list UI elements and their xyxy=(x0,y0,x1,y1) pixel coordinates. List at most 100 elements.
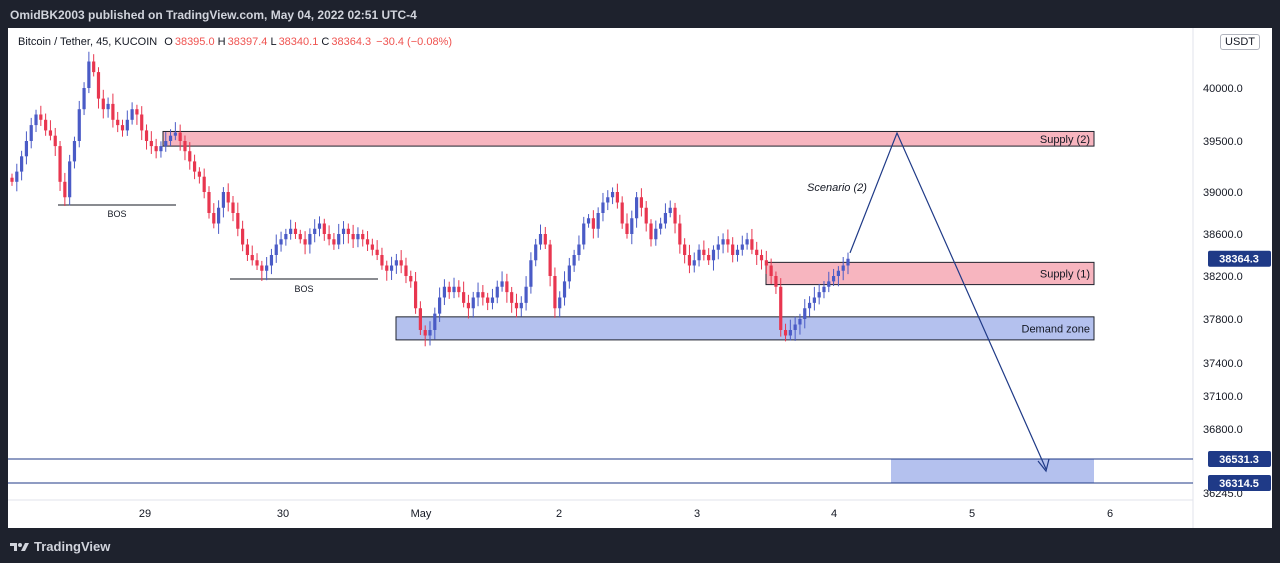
candle-body xyxy=(356,234,360,240)
candle-body xyxy=(615,192,619,203)
candle-body xyxy=(375,249,379,255)
candle-body xyxy=(697,249,701,261)
candle-body xyxy=(29,125,33,141)
candle-body xyxy=(822,286,826,293)
candle-body xyxy=(308,234,312,245)
candle-body xyxy=(644,207,648,224)
candle-body xyxy=(779,286,783,330)
time-tick-label: 2 xyxy=(556,508,562,520)
candle-body xyxy=(317,223,322,229)
candle-body xyxy=(606,197,610,203)
candle-body xyxy=(505,281,509,293)
candle-body xyxy=(572,255,576,266)
candle-body xyxy=(221,192,226,208)
price-tick-label: 38200.0 xyxy=(1203,271,1243,283)
candle-body xyxy=(567,265,571,282)
candle-body xyxy=(212,213,216,224)
candle-body xyxy=(125,119,129,131)
candle-body xyxy=(596,213,600,229)
candle-body xyxy=(433,313,437,330)
candle-body xyxy=(77,109,81,141)
candle-body xyxy=(44,119,48,131)
candle-body xyxy=(394,260,398,266)
candle-body xyxy=(197,171,201,177)
candle-body xyxy=(543,234,547,245)
candle-body xyxy=(582,223,586,245)
candle-body xyxy=(332,239,336,245)
candle-body xyxy=(216,207,221,224)
candle-body xyxy=(226,192,230,203)
demand-zone-label: Demand zone xyxy=(1022,323,1091,335)
candle-body xyxy=(303,239,307,245)
candle-body xyxy=(101,98,105,110)
candle-body xyxy=(346,228,350,234)
candle-body xyxy=(745,239,749,245)
supply-1-zone-label: Supply (1) xyxy=(1040,268,1090,280)
price-label-badge xyxy=(1208,250,1271,267)
chart-canvas[interactable]: 40000.0 39500.0 39000.0 38600.0 38200.0 37800… xyxy=(8,28,1272,528)
price-label-badge xyxy=(1208,451,1271,467)
candle-body xyxy=(322,223,326,234)
price-tick-label: 38600.0 xyxy=(1203,229,1243,241)
candle-body xyxy=(630,218,634,234)
candle-body xyxy=(24,141,29,157)
candle-body xyxy=(116,119,120,126)
candle-body xyxy=(673,207,677,224)
high-label: H xyxy=(217,36,226,48)
symbol-name: Bitcoin / Tether, 45, KUCOIN xyxy=(18,36,158,48)
candle-body xyxy=(337,234,341,245)
tradingview-brand[interactable]: TradingView xyxy=(10,539,110,554)
low-label: L xyxy=(270,36,277,48)
candle-body xyxy=(740,244,744,250)
candle-body xyxy=(96,72,101,99)
candle-body xyxy=(500,281,504,287)
candle-body xyxy=(269,255,274,266)
candle-body xyxy=(553,276,557,309)
currency-button[interactable]: USDT xyxy=(1220,34,1260,50)
candle-body xyxy=(255,260,259,266)
time-tick-label: 4 xyxy=(831,508,837,520)
candle-body xyxy=(428,330,432,336)
time-tick-label: 29 xyxy=(139,508,151,520)
scenario-label: Scenario (2) xyxy=(807,182,867,194)
candle-body xyxy=(250,255,254,261)
candle-body xyxy=(562,281,567,298)
low-value: 38340.1 xyxy=(278,36,319,48)
candle-body xyxy=(106,103,110,110)
candle-body xyxy=(783,330,788,336)
candle-body xyxy=(678,223,682,245)
candle-body xyxy=(514,302,519,309)
candle-body xyxy=(687,255,692,266)
chart-panel[interactable]: 40000.0 39500.0 39000.0 38600.0 38200.0 37800… xyxy=(8,28,1272,528)
candle-body xyxy=(173,132,177,136)
candle-body xyxy=(798,319,802,325)
candle-body xyxy=(452,286,456,293)
candle-body xyxy=(351,234,355,240)
change-value: −30.4 (−0.08%) xyxy=(376,36,453,48)
price-label-text: 36531.3 xyxy=(1219,454,1259,466)
candle-body xyxy=(404,265,408,276)
candle-body xyxy=(241,228,245,245)
candle-body xyxy=(202,176,206,192)
candle-body xyxy=(495,286,499,298)
candle-body xyxy=(490,297,495,303)
time-tick-label: 6 xyxy=(1107,508,1113,520)
candle-body xyxy=(365,239,370,245)
candle-body xyxy=(361,234,365,240)
candle-body xyxy=(817,292,821,298)
candle-body xyxy=(558,297,562,309)
candle-body xyxy=(10,177,14,182)
candle-body xyxy=(639,197,644,208)
candle-body xyxy=(538,234,543,245)
candle-body xyxy=(803,308,807,319)
candle-body xyxy=(462,292,466,303)
demand-zone xyxy=(395,316,1095,341)
candle-body xyxy=(111,103,115,120)
candle-body xyxy=(341,228,346,234)
candle-body xyxy=(827,281,831,287)
high-value: 38397.4 xyxy=(227,36,268,48)
target-zone xyxy=(891,459,1094,483)
price-label-text: 38364.3 xyxy=(1219,254,1259,266)
arrowhead-icon xyxy=(1037,458,1050,473)
